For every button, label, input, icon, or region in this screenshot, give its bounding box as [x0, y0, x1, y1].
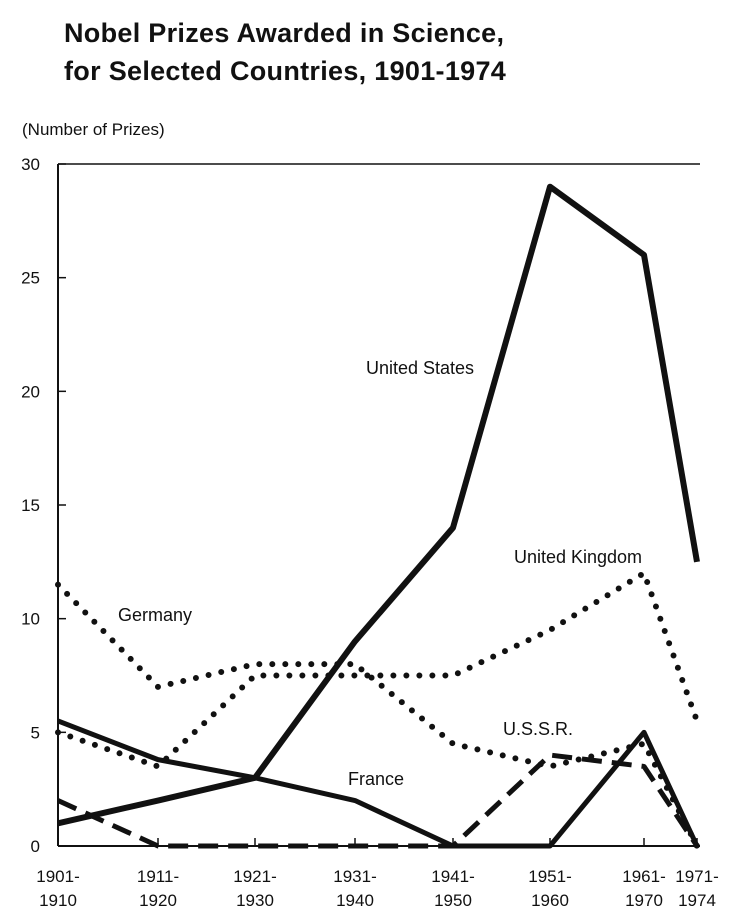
x-tick-label-bottom: 1960 [531, 891, 569, 910]
y-tick-label: 30 [21, 155, 40, 174]
chart-title-line1: Nobel Prizes Awarded in Science, [64, 18, 505, 48]
series-label-u-s-s-r: U.S.S.R. [503, 719, 573, 739]
series-label-united-states: United States [366, 358, 474, 378]
y-tick-label: 10 [21, 610, 40, 629]
x-tick-label-top: 1921- [233, 867, 276, 886]
series-label-germany: Germany [118, 605, 192, 625]
series-label-united-kingdom: United Kingdom [514, 547, 642, 567]
x-tick-label-top: 1941- [431, 867, 474, 886]
y-tick-label: 0 [31, 837, 40, 856]
x-tick-label-bottom: 1970 [625, 891, 663, 910]
x-tick-label-bottom: 1920 [139, 891, 177, 910]
x-tick-label-top: 1911- [137, 867, 179, 886]
series-line-united-states [57, 183, 700, 827]
chart-title: Nobel Prizes Awarded in Science, for Sel… [64, 14, 506, 90]
x-tick-label-top: 1971- [675, 867, 718, 886]
x-tick-label-bottom: 1910 [39, 891, 77, 910]
x-tick-label-top: 1951- [528, 867, 571, 886]
x-tick-label-bottom: 1930 [236, 891, 274, 910]
series-label-france: France [348, 769, 404, 789]
y-tick-label: 15 [21, 496, 40, 515]
y-tick-label: 5 [31, 723, 40, 742]
x-tick-label-bottom: 1950 [434, 891, 472, 910]
y-tick-label: 25 [21, 269, 40, 288]
x-tick-label-bottom: 1974 [678, 891, 716, 910]
x-tick-label-top: 1931- [333, 867, 376, 886]
y-axis-unit-label: (Number of Prizes) [22, 120, 165, 139]
x-tick-label-bottom: 1940 [336, 891, 374, 910]
series-line-france [57, 718, 700, 849]
series-line-u-s-s-r [56, 752, 700, 849]
chart-title-line2: for Selected Countries, 1901-1974 [64, 56, 507, 86]
y-tick-label: 20 [21, 382, 40, 401]
series-line-united-kingdom [55, 570, 700, 770]
x-tick-label-top: 1961- [622, 867, 665, 886]
x-tick-label-top: 1901- [36, 867, 79, 886]
